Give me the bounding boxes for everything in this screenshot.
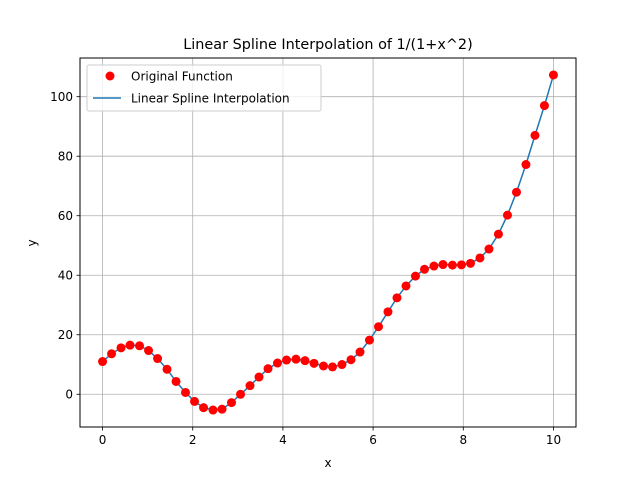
data-point [346, 355, 356, 365]
data-point [217, 404, 227, 414]
data-point [447, 260, 457, 270]
legend-label-original-function: Original Function [131, 70, 233, 84]
y-axis-label: y [25, 239, 39, 246]
data-point [539, 101, 549, 111]
data-point [337, 360, 347, 370]
data-point [162, 364, 172, 374]
data-point [245, 381, 255, 391]
x-tick-label: 8 [459, 433, 467, 447]
data-point [190, 396, 200, 406]
plot-frame [79, 57, 577, 428]
data-point [355, 347, 365, 357]
legend-label-linear-spline: Linear Spline Interpolation [131, 92, 290, 106]
data-point [144, 346, 154, 356]
data-point [199, 403, 209, 413]
data-point [263, 364, 273, 374]
y-tick-label: 100 [50, 90, 73, 104]
x-axis-label: x [324, 456, 331, 470]
data-point [392, 293, 402, 303]
data-point [429, 261, 439, 271]
data-point [364, 335, 374, 345]
legend-box [86, 64, 322, 112]
data-point [493, 229, 503, 239]
x-tick-label: 6 [369, 433, 377, 447]
y-tick-label: 60 [58, 209, 73, 223]
x-tick-label: 0 [99, 433, 107, 447]
data-point [227, 398, 237, 408]
x-axis-ticks: 0 2 4 6 8 10 [99, 427, 561, 447]
data-point [328, 362, 338, 372]
data-point [521, 160, 531, 170]
data-point [438, 260, 448, 270]
series-points [98, 70, 558, 415]
data-point [484, 244, 494, 254]
data-point [135, 341, 145, 351]
legend: Original Function Linear Spline Interpol… [86, 64, 322, 112]
data-point [401, 281, 411, 291]
data-point [107, 349, 117, 359]
data-point [374, 322, 383, 332]
data-point [410, 271, 420, 281]
data-point [419, 264, 429, 274]
data-point [456, 260, 466, 270]
data-point [254, 372, 264, 382]
grid [80, 58, 576, 427]
data-point [465, 258, 475, 268]
data-point [475, 253, 485, 263]
data-point [125, 340, 135, 350]
x-tick-label: 10 [546, 433, 561, 447]
data-point [548, 70, 558, 80]
x-tick-label: 4 [279, 433, 287, 447]
data-point [98, 357, 108, 367]
data-point [116, 343, 126, 353]
chart-title: Linear Spline Interpolation of 1/(1+x^2) [183, 37, 472, 53]
data-point [291, 354, 301, 364]
y-tick-label: 0 [65, 388, 73, 402]
y-tick-label: 20 [58, 328, 73, 342]
data-point [181, 387, 191, 397]
data-point [208, 405, 218, 415]
y-tick-label: 40 [58, 269, 73, 283]
data-point [273, 358, 282, 368]
data-point [530, 130, 540, 140]
data-point [171, 376, 181, 386]
data-point [502, 210, 512, 220]
data-point [153, 354, 163, 364]
data-point [511, 187, 521, 197]
legend-marker-original-function [105, 71, 115, 81]
y-axis-ticks: 0 20 40 60 80 100 [50, 90, 80, 402]
data-point [300, 356, 310, 366]
y-tick-label: 80 [58, 150, 73, 164]
x-tick-label: 2 [189, 433, 197, 447]
data-point [236, 389, 246, 399]
data-point [309, 358, 319, 368]
data-point [282, 355, 292, 365]
data-point [318, 361, 328, 371]
data-point [383, 307, 393, 317]
